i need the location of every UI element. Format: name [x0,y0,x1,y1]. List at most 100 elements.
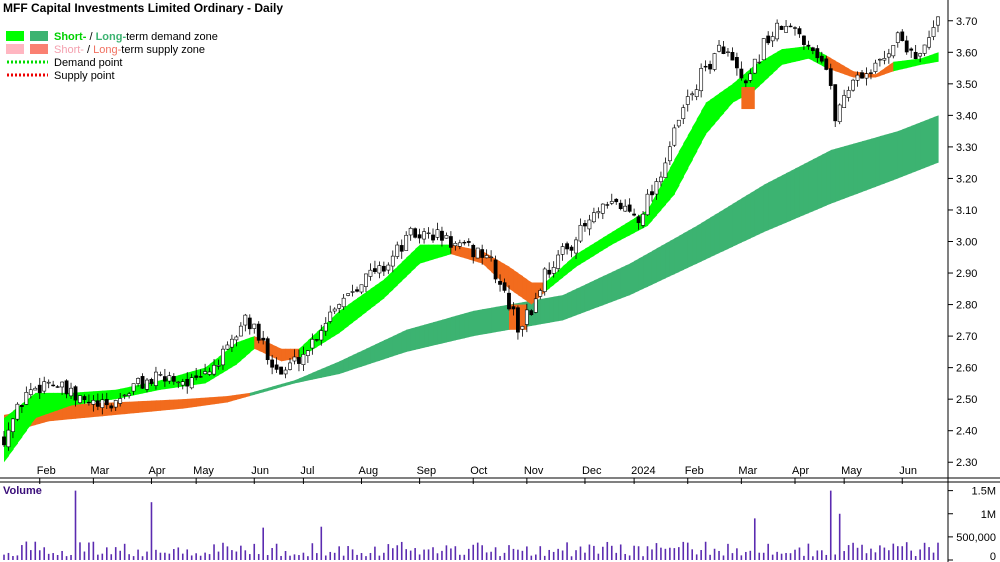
candle-body [359,284,364,293]
short-zone-segment [517,273,523,299]
long-zone-segment [357,350,363,369]
legend-demand-zone: Short- / Long-term demand zone [54,31,218,43]
candle-body [234,336,239,341]
short-zone-segment [196,368,202,385]
candle-body [676,119,681,127]
candle-body [207,371,212,375]
long-zone-segment [352,352,358,370]
candle-body [507,292,511,310]
price-tick-label: 3.00 [956,237,977,249]
short-zone-segment [106,390,112,401]
short-zone-segment [374,282,380,306]
short-zone-segment [647,201,653,226]
candle-body [609,201,614,204]
candle-body [730,52,735,61]
candle-body [891,45,896,57]
candle-body [203,371,208,375]
candle-body [78,395,82,403]
long-zone-segment [374,342,380,363]
candle-body [73,386,78,401]
candle-body [279,366,283,375]
candle-body [33,387,38,391]
long-zone-segment [759,184,765,235]
short-zone-segment [4,414,10,463]
candle-body [667,146,672,162]
long-zone-segment [240,393,246,399]
short-zone-segment [875,71,881,78]
long-zone-segment [62,404,68,420]
short-zone-segment [406,253,412,277]
short-zone-segment [441,244,448,257]
candle-body [350,291,355,293]
long-zone-segment [334,361,340,375]
candle-body [797,28,802,35]
short-zone-segment [580,248,586,264]
candle-body [873,62,878,72]
candle-body [596,211,601,214]
long-zone-segment [290,380,296,385]
short-zone-segment [415,244,421,268]
candle-body [699,68,704,92]
candle-body [11,418,15,432]
short-zone-segment [57,392,63,411]
long-zone-segment [808,159,814,214]
price-tick-label: 2.40 [956,426,977,438]
candle-body [645,193,650,216]
candle-body [931,27,936,37]
candle-body [846,90,851,98]
legend-demand-sep: / [86,31,95,43]
candle-body [413,228,418,238]
long-zone-segment [370,344,376,364]
short-zone-segment [598,237,604,253]
long-zone-segment [674,235,680,275]
short-zone-segment [361,291,367,316]
volume-bars [3,490,939,560]
volume-tick-label: 500,000 [956,532,996,544]
short-zone-segment [397,261,403,286]
short-zone-segment [777,49,783,70]
long-zone-segment [607,271,613,304]
long-zone-segment [620,265,626,299]
long-zone-segment [142,400,148,413]
long-zone-segment [768,180,774,231]
candle-body [216,365,221,367]
long-zone-segment [853,142,859,196]
long-zone-segment [227,395,233,403]
candle-body [511,306,516,310]
long-zone-segment [415,326,421,350]
short-zone-segment [240,339,246,361]
short-zone-segment [508,266,515,292]
candle-body [189,377,194,389]
long-zone-segment [330,363,336,376]
candle-body [408,227,413,236]
candle-body [145,379,149,390]
long-zone-segment [576,286,582,316]
short-zone-segment [576,251,582,267]
candle-body [583,223,587,227]
long-zone-segment [696,223,702,264]
short-zone-segment [772,51,778,74]
short-zone-segment [549,274,555,289]
price-tick-label: 3.50 [956,79,977,91]
short-term-zone [4,45,939,463]
short-zone-segment [53,392,59,412]
candle-body [69,387,73,397]
short-zone-segment [21,400,27,438]
candle-body [864,73,869,79]
short-zone-segment [870,73,877,78]
long-zone-segment [705,217,711,260]
long-zone-segment [553,295,559,322]
x-tick-label: Jun [899,465,917,477]
short-zone-segment [281,348,287,362]
long-zone-segment [441,318,448,344]
short-zone-segment [379,279,385,302]
long-zone-segment [584,282,591,312]
short-zone-segment [419,244,425,264]
candle-body [64,380,69,395]
long-zone-segment [745,192,751,241]
candle-body [748,73,753,81]
candle-body [140,376,145,389]
short-zone-segment [897,60,903,71]
candle-body [305,350,310,356]
long-zone-segment [187,398,193,408]
